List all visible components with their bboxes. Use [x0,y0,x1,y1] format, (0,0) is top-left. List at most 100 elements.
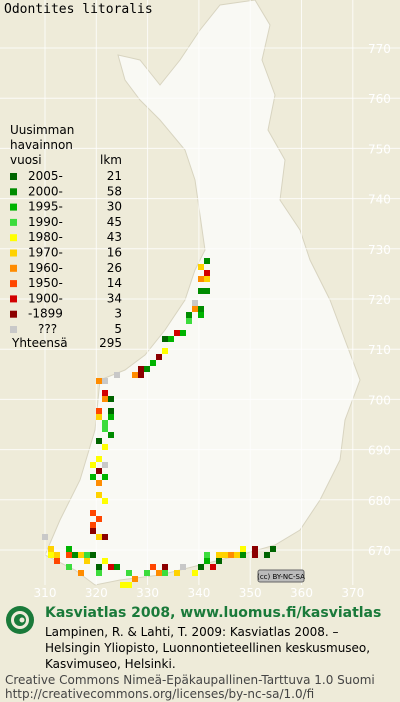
legend-swatch [10,295,17,303]
occurrence [84,552,90,558]
occurrence [204,258,210,264]
legend-count: 14 [107,276,122,290]
occurrence [102,462,108,468]
legend-count: 30 [107,200,122,214]
occurrence [198,306,204,312]
license: Creative Commons Nimeä-Epäkaupallinen-Ta… [5,673,375,687]
occurrence [96,564,102,570]
cc-badge: (cc) BY-NC-SA [257,573,305,581]
citation: Lampinen, R. & Lahti, T. 2009: Kasviatla… [45,625,339,639]
grid-label: 700 [368,393,391,407]
legend-label: ??? [38,322,57,336]
grid-label: 340 [187,586,210,600]
occurrence [234,552,240,558]
legend-swatch [10,188,17,196]
occurrence [204,276,210,282]
occurrence [90,462,96,468]
legend-swatch [10,326,17,333]
occurrence [96,408,102,414]
legend-header: havainnon [10,138,73,152]
legend-swatch [10,203,17,211]
occurrence [96,516,102,522]
occurrence [240,546,246,552]
occurrence [198,564,204,570]
legend-label: 2000- [28,184,63,198]
occurrence [180,330,186,336]
occurrence [204,552,210,558]
occurrence [168,336,174,342]
grid-label: 320 [85,586,108,600]
occurrence [78,552,84,558]
occurrence [192,306,198,312]
occurrence [66,564,72,570]
grid-label: 360 [290,586,313,600]
citation: Kasvimuseo, Helsinki. [45,657,176,671]
occurrence [198,264,204,270]
legend-header: vuosi [10,153,42,167]
occurrence [90,522,96,528]
occurrence [210,564,216,570]
occurrence [204,288,210,294]
legend-count-header: lkm [100,153,122,167]
legend-header: Uusimman [10,123,74,137]
occurrence [108,432,114,438]
grid-label: 770 [368,42,391,56]
occurrence [198,276,204,282]
grid: 770 760 750 740 730 720 710 700 690 680 670 310 320 3… [0,0,400,600]
legend-count: 34 [107,291,122,305]
grid-label: 760 [368,92,391,106]
cc-badge-box [257,569,305,583]
legend-label: 1980- [28,230,63,244]
occurrence [108,564,114,570]
grid-label: 750 [368,142,391,156]
occurrence [150,564,156,570]
occurrence [270,546,276,552]
occurrence [102,390,108,396]
occurrence [204,270,210,276]
legend-swatch [10,249,17,257]
occurrence [102,498,108,504]
grid-label: 680 [368,494,391,508]
occurrence [216,558,222,564]
occurrence [54,558,60,564]
occurrence [90,474,96,480]
occurrence [102,558,108,564]
occurrence [84,558,90,564]
legend-swatch [10,234,17,242]
occurrence [192,570,198,576]
legend-count: 45 [107,215,122,229]
license-url: http://creativecommons.org/licenses/by-n… [5,687,314,701]
legend-count: 26 [107,261,122,275]
occurrence [198,312,204,318]
occurrence [216,552,222,558]
occurrence [186,318,192,324]
occurrence [132,372,138,378]
legend-swatch [10,264,17,272]
legend-count: 16 [107,246,122,260]
occurrence [144,366,150,372]
occurrence [252,546,258,552]
citation: Helsingin Yliopisto, Luonnontieteellinen… [45,641,370,655]
occurrence [90,510,96,516]
legend-label: 1900- [28,291,63,305]
grid-label: 710 [368,343,391,357]
logo [6,606,34,634]
occurrence [108,408,114,414]
occurrence [102,420,108,426]
occurrence [120,582,126,588]
occurrence [150,360,156,366]
occurrence [96,456,102,462]
legend-label: -1899 [28,307,63,321]
legend-label: 2005- [28,169,63,183]
occurrence [108,414,114,420]
occurrence [102,396,108,402]
occurrence [162,336,168,342]
occurrence [144,570,150,576]
legend-count: 5 [114,322,122,336]
grid-label: 730 [368,243,391,257]
occurrence [240,552,246,558]
occurrence [180,564,186,570]
occurrence [96,480,102,486]
